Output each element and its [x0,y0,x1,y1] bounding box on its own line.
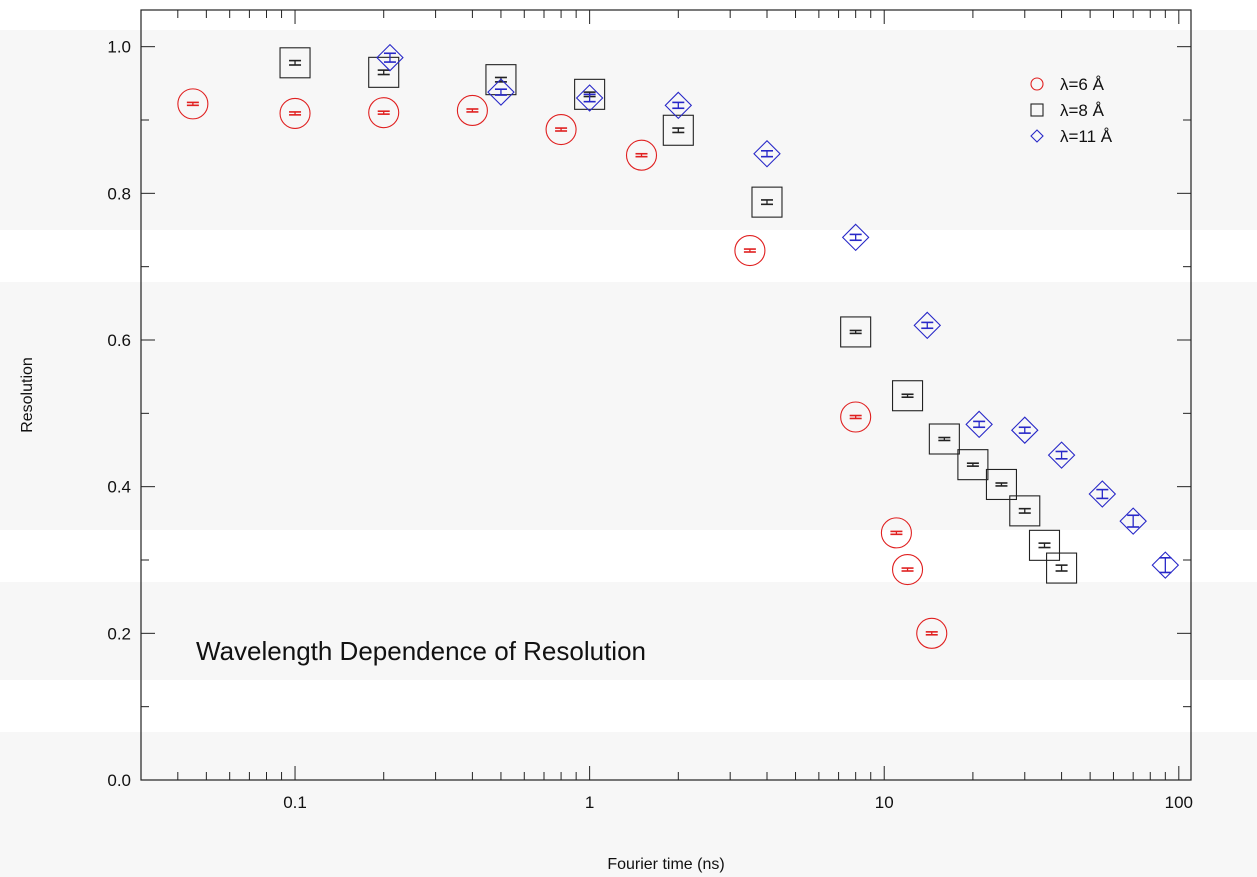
chart-annotation: Wavelength Dependence of Resolution [196,636,646,666]
data-point [368,97,400,129]
data-point [840,401,872,433]
plot-frame [140,9,1192,781]
y-tick-label: 0.4 [107,478,131,497]
y-axis-title: Resolution [19,357,36,433]
legend-label: λ=6 Å [1060,75,1105,94]
data-point [891,380,924,412]
background-band [0,30,1257,230]
background-band [0,282,1257,530]
data-point [487,78,515,106]
data-point [1028,529,1061,561]
data-point [916,617,948,649]
data-point [625,139,658,171]
axis-tick-labels: 0.1 1 10 100 0.0 0.2 0.4 0.6 0.8 1.0 [107,38,1193,812]
data-point [1010,416,1039,444]
data-point [376,43,404,72]
legend: λ=6 Å λ=8 Å λ=11 Å [1030,75,1113,146]
data-point [368,56,400,88]
legend-marker [1030,129,1044,143]
y-tick-label: 0.2 [107,624,131,643]
x-tick-label: 0.1 [283,793,307,812]
series-circle [177,88,948,649]
data-point [928,423,960,455]
y-tick-label: 1.0 [107,38,131,57]
data-point [1009,495,1041,527]
data-point [751,186,783,218]
data-point [545,113,577,146]
series-diamond [376,43,1180,579]
y-tick-label: 0.8 [107,184,131,203]
data-point [575,84,604,112]
x-axis-title: Fourier time (ns) [607,856,724,873]
data-point [734,234,766,267]
series-square [279,47,1078,584]
x-tick-label: 10 [875,793,894,812]
data-point [456,94,488,127]
data-point [753,139,781,168]
x-tick-label: 1 [585,793,594,812]
data-point [662,114,694,146]
data-point [880,517,912,549]
axis-ticks [140,10,1191,781]
data-point [957,449,989,481]
legend-marker [1030,77,1044,91]
x-tick-label: 100 [1165,793,1193,812]
background-band [0,732,1257,877]
data-point [1088,480,1117,508]
data-point [891,553,924,586]
data-point [1151,551,1180,579]
data-points [177,43,1180,649]
data-point [177,88,209,120]
data-point [1119,507,1147,535]
legend-marker [1030,103,1044,117]
data-point [1046,552,1078,584]
data-point [664,91,693,120]
legend-label: λ=8 Å [1060,101,1105,120]
data-point [965,410,993,439]
data-point [840,316,872,348]
data-point [913,311,942,340]
data-point [279,47,311,79]
data-point [841,223,870,252]
background-band [0,582,1257,680]
data-point [1047,441,1076,469]
data-point [279,97,311,129]
y-tick-label: 0.6 [107,331,131,350]
legend-label: λ=11 Å [1060,127,1113,146]
data-point [574,78,606,110]
data-point [985,468,1017,501]
y-tick-label: 0.0 [107,771,131,790]
